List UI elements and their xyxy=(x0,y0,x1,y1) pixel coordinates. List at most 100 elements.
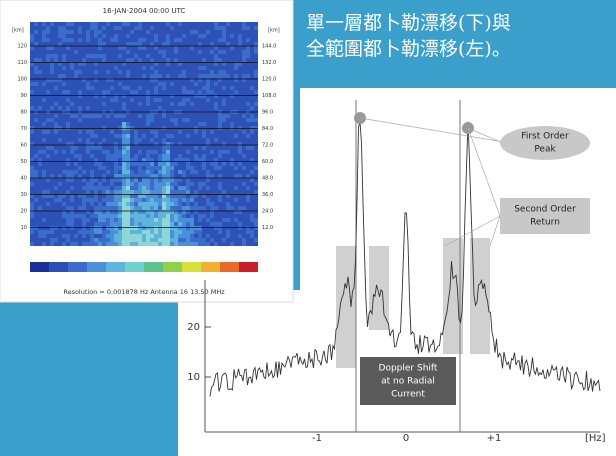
heatmap-cell xyxy=(246,162,250,166)
highlight-band xyxy=(336,246,356,368)
heatmap-cell xyxy=(178,238,182,242)
heatmap-cell xyxy=(238,122,242,126)
heatmap-cell xyxy=(182,234,186,238)
heatmap-cell xyxy=(62,218,66,222)
heatmap-cell xyxy=(150,198,154,202)
heatmap-cell xyxy=(226,190,230,194)
heatmap-cell xyxy=(214,74,218,78)
heatmap-cell xyxy=(234,190,238,194)
heatmap-cell xyxy=(182,242,186,246)
heatmap-cell xyxy=(218,162,222,166)
heatmap-cell xyxy=(90,226,94,230)
heatmap-cell xyxy=(90,70,94,74)
heatmap-cell xyxy=(250,198,254,202)
heatmap-cell xyxy=(122,54,126,58)
heatmap-cell xyxy=(242,98,246,102)
heatmap-cell xyxy=(78,206,82,210)
heatmap-cell xyxy=(214,138,218,142)
heatmap-cell xyxy=(118,138,122,142)
heatmap-cell xyxy=(106,226,110,230)
heatmap-cell xyxy=(226,226,230,230)
heatmap-cell xyxy=(154,54,158,58)
heatmap-cell xyxy=(186,118,190,122)
heatmap-cell xyxy=(66,54,70,58)
heatmap-cell xyxy=(98,154,102,158)
heatmap-cell xyxy=(42,30,46,34)
colorbar-cell xyxy=(144,262,163,272)
heatmap-cell xyxy=(30,86,34,90)
heatmap-cell xyxy=(74,150,78,154)
heatmap-cell xyxy=(166,186,170,190)
heatmap-cell xyxy=(182,82,186,86)
heatmap-cell xyxy=(90,178,94,182)
heatmap-cell xyxy=(150,146,154,150)
heatmap-cell xyxy=(114,30,118,34)
heatmap-cell xyxy=(214,122,218,126)
heatmap-cell xyxy=(182,118,186,122)
heatmap-cell xyxy=(202,94,206,98)
heatmap-cell xyxy=(34,42,38,46)
heatmap-cell xyxy=(158,118,162,122)
heatmap-cell xyxy=(210,166,214,170)
heatmap-cell xyxy=(42,166,46,170)
heatmap-cell xyxy=(62,38,66,42)
heatmap-cell xyxy=(166,94,170,98)
heatmap-cell xyxy=(146,198,150,202)
heatmap-cell xyxy=(126,118,130,122)
heatmap-cell xyxy=(142,114,146,118)
heatmap-cell xyxy=(94,218,98,222)
heatmap-cell xyxy=(86,162,90,166)
heatmap-cell xyxy=(110,30,114,34)
heatmap-cell xyxy=(158,178,162,182)
heatmap-cell xyxy=(90,34,94,38)
heatmap-cell xyxy=(30,174,34,178)
heatmap-cell xyxy=(38,230,42,234)
heatmap-cell xyxy=(234,186,238,190)
heatmap-cell xyxy=(194,98,198,102)
heatmap-cell xyxy=(250,130,254,134)
heatmap-cell xyxy=(142,118,146,122)
heatmap-cell xyxy=(130,126,134,130)
heatmap-cell xyxy=(246,166,250,170)
heatmap-cell xyxy=(174,202,178,206)
heatmap-cell xyxy=(42,102,46,106)
heatmap-cell xyxy=(46,198,50,202)
heatmap-cell xyxy=(74,134,78,138)
heatmap-cell xyxy=(138,90,142,94)
heatmap-cell xyxy=(42,46,46,50)
heatmap-cell xyxy=(218,174,222,178)
heatmap-cell xyxy=(98,170,102,174)
heatmap-cell xyxy=(78,162,82,166)
heatmap-cell xyxy=(186,58,190,62)
heatmap-cell xyxy=(126,222,130,226)
heatmap-cell xyxy=(146,94,150,98)
heatmap-cell xyxy=(70,238,74,242)
heatmap-cell xyxy=(254,162,258,166)
heatmap-cell xyxy=(30,94,34,98)
heatmap-cell xyxy=(118,182,122,186)
heatmap-cell xyxy=(94,186,98,190)
heatmap-cell xyxy=(194,30,198,34)
heatmap-cell xyxy=(142,138,146,142)
heatmap-cell xyxy=(186,238,190,242)
heatmap-cell xyxy=(238,182,242,186)
heatmap-cell xyxy=(54,182,58,186)
heatmap-cell xyxy=(150,162,154,166)
heatmap-cell xyxy=(178,222,182,226)
heatmap-cell xyxy=(34,150,38,154)
heatmap-cell xyxy=(234,82,238,86)
heatmap-cell xyxy=(226,138,230,142)
heatmap-cell xyxy=(146,162,150,166)
heatmap-cell xyxy=(110,162,114,166)
heatmap-cell xyxy=(210,134,214,138)
heatmap-cell xyxy=(94,174,98,178)
heatmap-cell xyxy=(170,26,174,30)
heatmap-cell xyxy=(78,70,82,74)
heatmap-cell xyxy=(158,90,162,94)
heatmap-cell xyxy=(178,42,182,46)
heatmap-cell xyxy=(190,218,194,222)
heatmap-cell xyxy=(34,174,38,178)
heatmap-cell xyxy=(238,242,242,246)
colorbar-cell xyxy=(106,262,125,272)
heatmap-cell xyxy=(234,162,238,166)
